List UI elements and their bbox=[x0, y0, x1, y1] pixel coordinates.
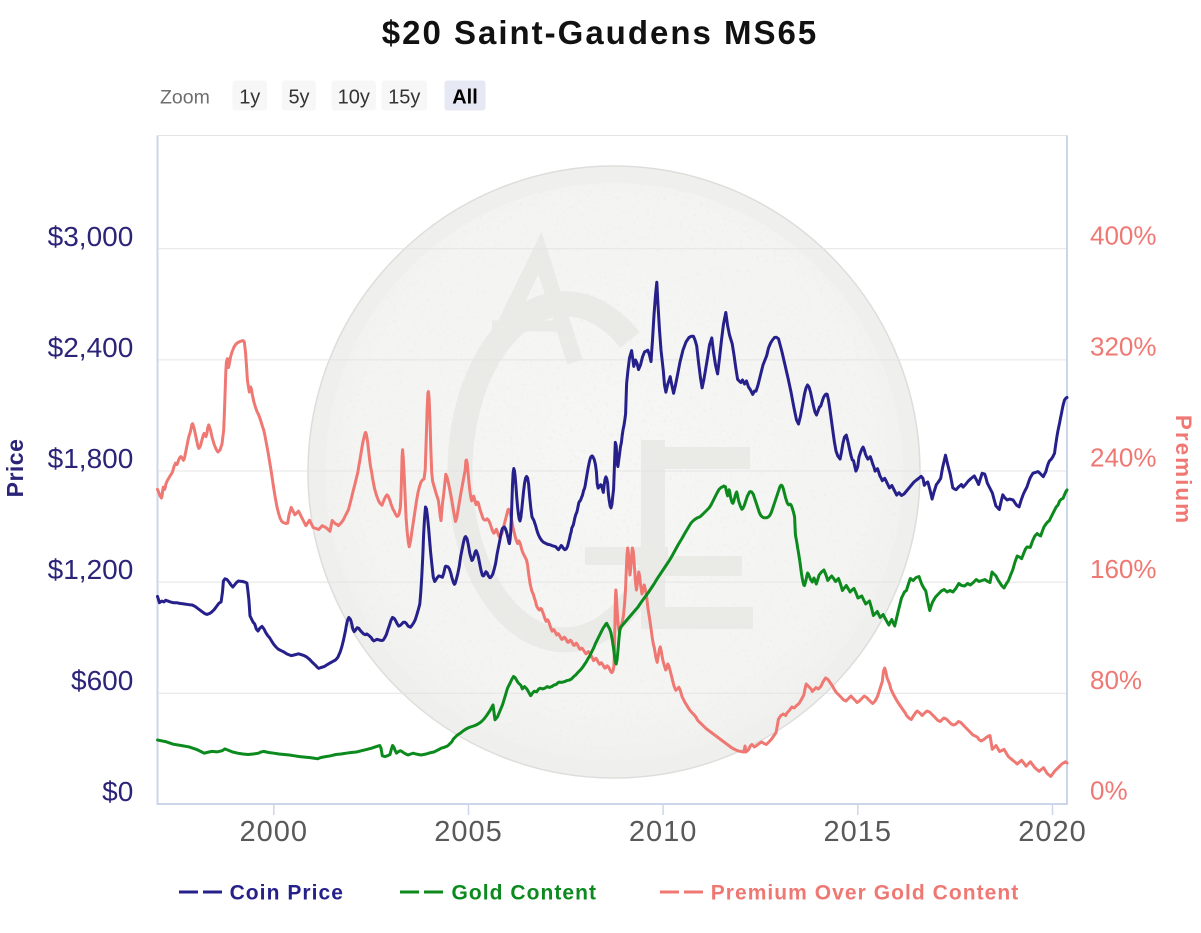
svg-text:$20 Saint-Gaudens MS65: $20 Saint-Gaudens MS65 bbox=[382, 14, 818, 51]
svg-text:$2,400: $2,400 bbox=[48, 332, 134, 363]
svg-text:2010: 2010 bbox=[629, 816, 698, 848]
svg-text:5y: 5y bbox=[288, 87, 309, 109]
svg-text:Premium: Premium bbox=[1171, 415, 1196, 525]
svg-text:Price: Price bbox=[2, 439, 28, 498]
svg-text:2020: 2020 bbox=[1018, 816, 1087, 848]
svg-text:$1,800: $1,800 bbox=[48, 443, 134, 474]
svg-text:All: All bbox=[452, 87, 478, 109]
svg-text:160%: 160% bbox=[1090, 554, 1157, 584]
svg-text:$0: $0 bbox=[102, 776, 133, 807]
svg-text:Premium Over Gold Content: Premium Over Gold Content bbox=[711, 882, 1020, 905]
svg-text:240%: 240% bbox=[1090, 443, 1157, 473]
svg-text:2000: 2000 bbox=[240, 816, 309, 848]
svg-text:Gold Content: Gold Content bbox=[452, 882, 598, 905]
svg-text:2005: 2005 bbox=[434, 816, 503, 848]
svg-text:Zoom: Zoom bbox=[160, 87, 210, 109]
svg-text:80%: 80% bbox=[1090, 665, 1142, 695]
svg-text:$600: $600 bbox=[71, 665, 133, 696]
svg-text:Coin Price: Coin Price bbox=[230, 882, 344, 905]
svg-text:320%: 320% bbox=[1090, 332, 1157, 362]
svg-text:10y: 10y bbox=[338, 87, 370, 109]
svg-text:$1,200: $1,200 bbox=[48, 554, 134, 585]
svg-text:1y: 1y bbox=[239, 87, 260, 109]
svg-text:0%: 0% bbox=[1090, 776, 1128, 806]
svg-text:400%: 400% bbox=[1090, 221, 1157, 251]
svg-text:$3,000: $3,000 bbox=[48, 221, 134, 252]
svg-text:2015: 2015 bbox=[824, 816, 893, 848]
svg-text:15y: 15y bbox=[388, 87, 420, 109]
